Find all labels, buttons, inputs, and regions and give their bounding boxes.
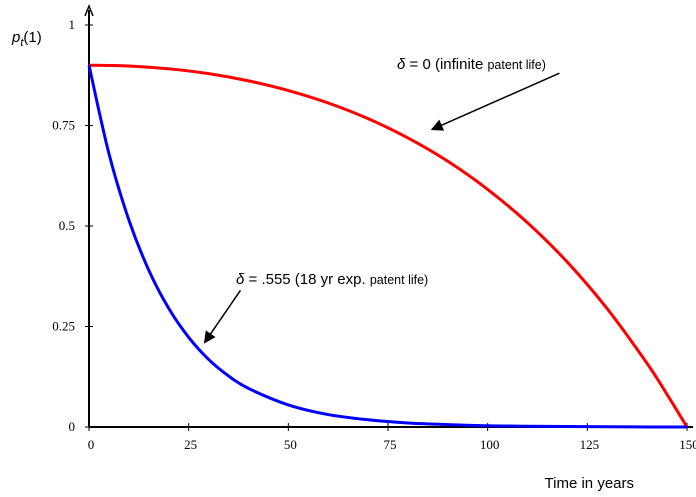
x-tick-label: 25 bbox=[184, 437, 197, 452]
x-tick-label: 100 bbox=[480, 437, 500, 452]
annotation-label: δ = 0 (infinite patent life) bbox=[397, 56, 546, 73]
annotation-arrow bbox=[430, 72, 560, 131]
x-tick-label: 0 bbox=[88, 437, 95, 452]
x-tick-label: 75 bbox=[384, 437, 397, 452]
series-line-blue bbox=[87, 64, 688, 429]
y-tick-label: 0 bbox=[69, 419, 76, 434]
annotations-group: δ = 0 (infinite patent life) δ = .555 (18… bbox=[203, 56, 560, 344]
x-tick-label: 50 bbox=[284, 437, 297, 452]
x-tick-label: 150 bbox=[679, 437, 696, 452]
series-line-red bbox=[88, 63, 689, 428]
axes-group: 0 25 50 75 100 125 150 0 0.25 0.5 0.75 1 pt(1) Time i… bbox=[11, 3, 696, 492]
y-tick-label: 0.75 bbox=[52, 118, 75, 133]
x-tick-label: 125 bbox=[580, 437, 600, 452]
y-axis-arrowhead bbox=[84, 3, 94, 17]
annotation-label: δ = .555 (18 yr exp. patent life) bbox=[236, 271, 428, 288]
y-tick-label: 0.5 bbox=[59, 218, 75, 233]
annotation-arrow bbox=[203, 289, 242, 344]
y-axis-title: pt(1) bbox=[11, 29, 42, 49]
x-axis-title: Time in years bbox=[545, 475, 634, 492]
y-tick-label: 1 bbox=[69, 17, 76, 32]
series-group bbox=[87, 63, 689, 429]
y-tick-label: 0.25 bbox=[52, 319, 75, 334]
